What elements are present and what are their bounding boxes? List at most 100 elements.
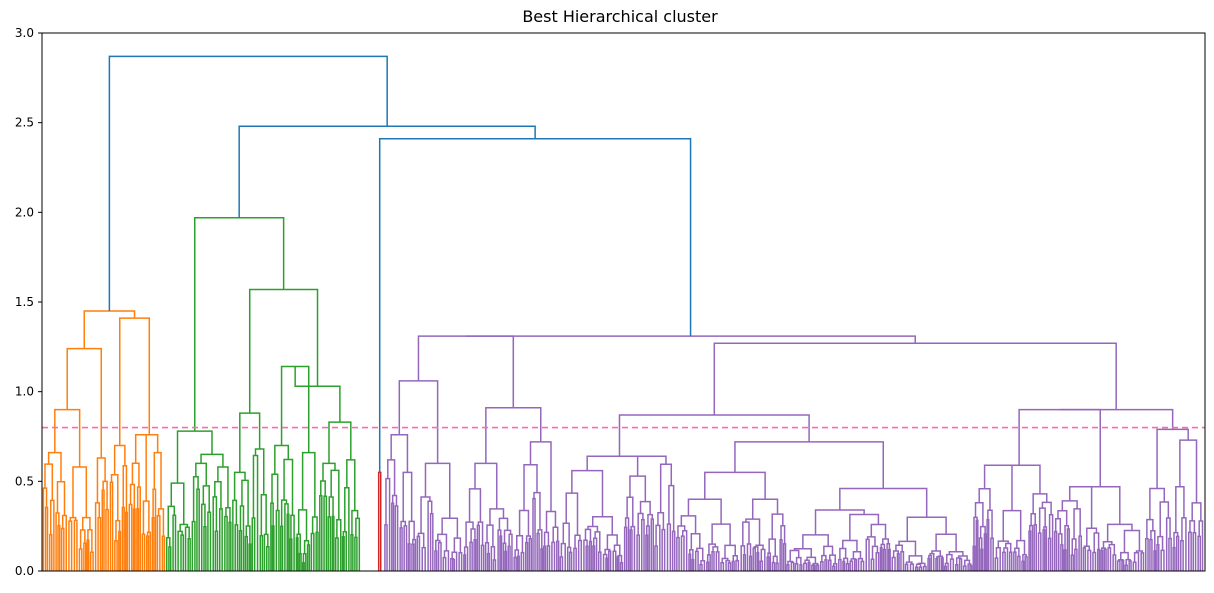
dendrogram-link: [715, 551, 720, 571]
dendrogram-link: [1100, 549, 1104, 571]
dendrogram-link: [66, 347, 103, 459]
dendrogram-link: [245, 525, 251, 545]
dendrogram-link: [1068, 485, 1093, 529]
dendrogram-link: [677, 525, 686, 538]
dendrogram-link: [616, 556, 620, 571]
dendrogram-link: [399, 527, 403, 571]
dendrogram-link: [474, 462, 498, 509]
dendrogram-link: [940, 557, 944, 571]
dendrogram-link: [301, 451, 316, 517]
dendrogram-link: [760, 548, 766, 571]
dendrogram-link: [827, 559, 832, 571]
dendrogram-link: [704, 471, 766, 500]
dendrogram-link: [270, 502, 274, 571]
dendrogram-link: [657, 511, 665, 530]
dendrogram-link: [666, 523, 672, 571]
dendrogram-link: [214, 481, 222, 509]
dendrogram-link: [540, 548, 544, 571]
dendrogram-link: [110, 473, 119, 521]
dendrogram-link: [613, 544, 621, 556]
upper-link: [238, 125, 536, 218]
dendrogram-link: [294, 366, 341, 423]
dendrogram-link: [767, 552, 772, 571]
dendrogram-link: [820, 561, 824, 571]
y-tick-label: 0.0: [15, 564, 34, 578]
dendrogram-link: [974, 502, 984, 527]
dendrogram-link: [327, 516, 332, 571]
dendrogram-link: [233, 471, 246, 501]
dendrogram-link: [492, 559, 497, 571]
dendrogram-link: [962, 565, 967, 571]
dendrogram-link: [833, 562, 838, 571]
dendrogram-link: [573, 547, 577, 571]
dendrogram-link: [145, 535, 150, 571]
dendrogram-link: [584, 528, 592, 542]
dendrogram-link: [917, 562, 926, 567]
dendrogram-link: [476, 524, 480, 571]
dendrogram-link: [1144, 537, 1149, 571]
dendrogram-link: [937, 555, 944, 558]
dendrogram-link: [1029, 524, 1034, 571]
dendrogram-link: [203, 526, 207, 571]
dendrogram-link: [935, 557, 939, 571]
dendrogram-link: [583, 539, 588, 571]
dendrogram-link: [47, 451, 62, 482]
dendrogram-link: [407, 543, 411, 571]
dendrogram-link: [73, 519, 78, 571]
dendrogram-link: [463, 546, 469, 571]
dendrogram-link: [972, 545, 976, 571]
dendrogram-link: [900, 550, 905, 571]
dendrogram-link: [54, 408, 81, 467]
dendrogram-link: [503, 529, 512, 544]
dendrogram-link: [331, 515, 335, 571]
dendrogram-link: [473, 538, 477, 571]
dendrogram-link: [852, 550, 862, 559]
dendrogram-link: [513, 556, 517, 571]
dendrogram-link: [207, 511, 212, 571]
dendrogram-link: [394, 505, 399, 571]
dendrogram-link: [1175, 535, 1180, 571]
dendrogram-link: [786, 564, 790, 571]
dendrogram-link: [306, 544, 311, 571]
dendrogram-link: [711, 523, 731, 546]
dendrogram-link: [42, 487, 48, 571]
dendrogram-link: [647, 513, 654, 526]
dendrogram-link: [1054, 530, 1058, 571]
axes-frame: [41, 32, 1206, 572]
dendrogram-link: [790, 561, 795, 571]
dendrogram-link: [121, 506, 125, 571]
dendrogram-link: [1180, 539, 1184, 571]
dendrogram-link: [196, 488, 200, 571]
dendrogram-link: [922, 565, 927, 571]
dendrogram-link: [421, 546, 426, 571]
dendrogram-link: [661, 528, 666, 571]
dendrogram-link: [882, 548, 886, 571]
dendrogram-link: [271, 525, 275, 571]
dendrogram-link: [434, 550, 438, 571]
dendrogram-link: [411, 543, 415, 571]
dendrogram-link: [556, 540, 560, 571]
dendrogram-link: [843, 557, 849, 564]
dendrogram-link: [486, 552, 490, 571]
dendrogram-link: [577, 539, 583, 571]
dendrogram-link: [865, 538, 870, 571]
dendrogram-link: [537, 529, 543, 549]
dendrogram-link: [1013, 551, 1017, 571]
dendrogram-link: [280, 499, 288, 527]
dendrogram-link: [892, 550, 899, 558]
dendrogram-link: [157, 508, 165, 537]
dendrogram-link: [823, 545, 834, 556]
dendrogram-link: [735, 559, 740, 571]
dendrogram-link: [1054, 517, 1062, 534]
dendrogram-link: [1064, 524, 1070, 551]
dendrogram-link: [217, 466, 229, 508]
dendrogram-link: [759, 560, 764, 571]
dendrogram-link: [1047, 537, 1052, 571]
dendrogram-link: [944, 562, 949, 571]
dendrogram-link: [141, 533, 146, 571]
chart-title: Best Hierarchical cluster: [522, 7, 718, 26]
dendrogram-link: [390, 433, 409, 473]
dendrogram-link: [794, 563, 799, 571]
dendrogram-link: [239, 412, 261, 473]
